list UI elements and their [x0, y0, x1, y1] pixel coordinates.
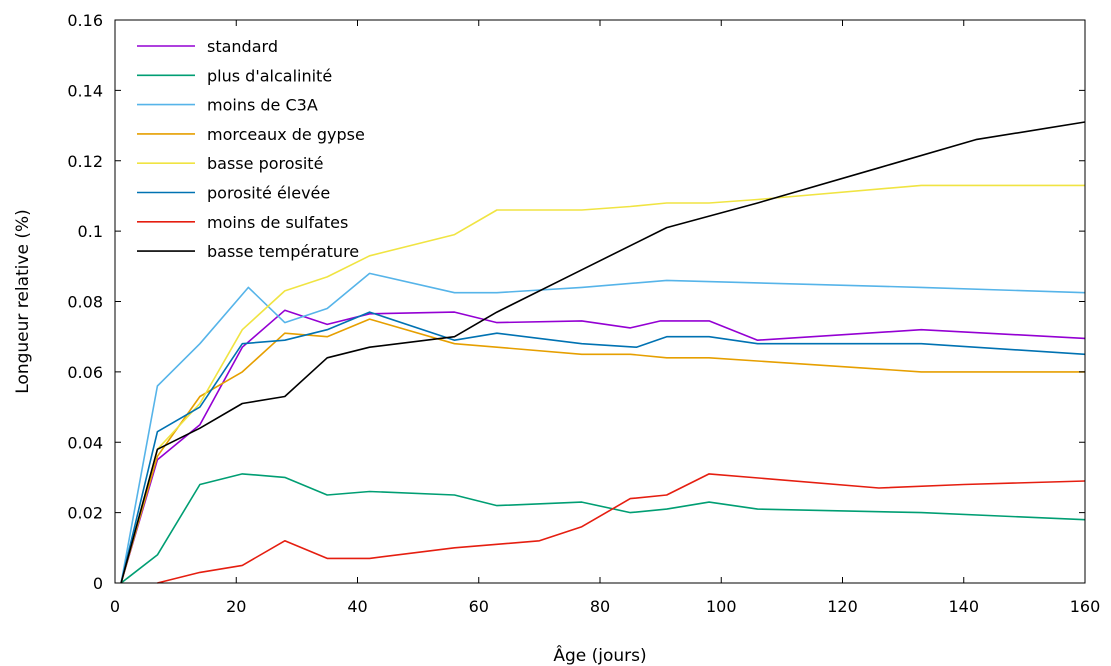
legend-label-6: porosité élevée: [207, 184, 330, 203]
legend-label-5: basse porosité: [207, 154, 323, 173]
x-tick-label: 120: [827, 597, 858, 616]
y-tick-label: 0.14: [67, 81, 103, 100]
ticks-layer: 0 20 40 60 80 100 120 140 160 0 0.02 0.04 0.06 0.08 0.…: [67, 11, 1100, 616]
series-line-5: [120, 184, 1085, 584]
legend-label-8: basse température: [207, 242, 359, 261]
y-axis-title: Longueur relative (%): [13, 209, 33, 394]
y-tick-label: 0.06: [67, 363, 103, 382]
legend-label-1: standard: [207, 37, 278, 56]
x-tick-label: 80: [590, 597, 610, 616]
y-tick-label: 0.02: [67, 504, 103, 523]
legend: standard plus d'alcalinité moins de C3A mor…: [137, 37, 365, 261]
x-tick-label: 60: [469, 597, 489, 616]
legend-label-4: morceaux de gypse: [207, 125, 365, 144]
y-tick-label: 0.1: [78, 222, 103, 241]
x-axis-title: Âge (jours): [553, 644, 646, 666]
y-tick-label: 0.08: [67, 293, 103, 312]
series-line-2: [120, 473, 1086, 584]
x-tick-label: 0: [110, 597, 120, 616]
series-layer: [120, 121, 1086, 584]
series-line-4: [120, 318, 1085, 584]
x-tick-label: 160: [1070, 597, 1101, 616]
x-tick-label: 140: [948, 597, 979, 616]
y-tick-label: 0: [93, 574, 103, 593]
series-line-8: [120, 121, 1086, 584]
series-line-1: [120, 309, 1086, 584]
series-line-6: [120, 311, 1086, 584]
legend-label-2: plus d'alcalinité: [207, 66, 332, 85]
series-line-7: [157, 473, 1086, 584]
x-tick-label: 20: [226, 597, 246, 616]
series-line-3: [120, 272, 1086, 584]
x-tick-label: 100: [706, 597, 737, 616]
y-tick-label: 0.04: [67, 433, 103, 452]
x-tick-label: 40: [347, 597, 367, 616]
legend-label-3: moins de C3A: [207, 96, 318, 115]
y-tick-label: 0.12: [67, 152, 103, 171]
y-tick-label: 0.16: [67, 11, 103, 30]
legend-label-7: moins de sulfates: [207, 213, 348, 232]
